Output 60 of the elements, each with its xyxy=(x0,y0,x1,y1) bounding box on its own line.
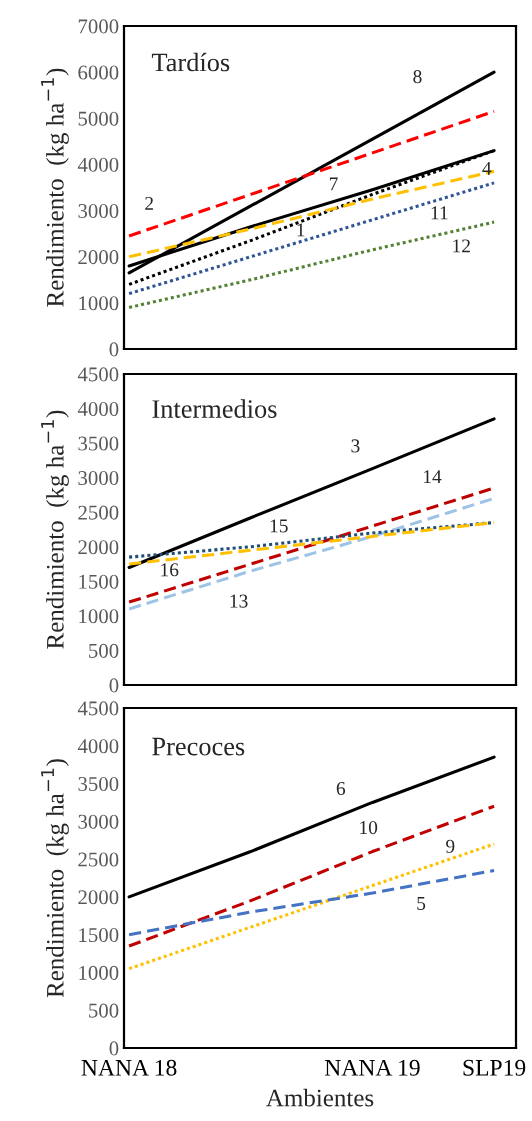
series-label: 13 xyxy=(230,594,248,608)
y-tick-label: 4000 xyxy=(77,401,119,416)
x-axis-title: Ambientes xyxy=(266,1088,374,1107)
y-axis-title: Rendimiento (kg ha$^{−1}$) xyxy=(41,759,69,998)
y-tick-label: 500 xyxy=(89,643,119,658)
line-series xyxy=(127,755,496,899)
y-tick-label: 7000 xyxy=(78,19,119,34)
line-series xyxy=(127,220,496,309)
y-tick-label: 2500 xyxy=(78,852,119,867)
y-tick-label: 3000 xyxy=(78,814,119,829)
y-tick-label: 0 xyxy=(109,1041,119,1056)
y-tick-label: 2000 xyxy=(78,540,119,555)
y-tick-label: 4000 xyxy=(77,157,119,172)
series-label: 10 xyxy=(360,821,378,835)
y-tick-label: 4500 xyxy=(77,701,119,716)
series-label: 4 xyxy=(482,161,492,175)
line-series xyxy=(127,868,496,937)
series-label: 6 xyxy=(336,782,346,796)
y-tick-label: 4000 xyxy=(77,739,119,754)
y-tick-label: 0 xyxy=(109,342,119,357)
series-label: 11 xyxy=(431,206,448,220)
y-tick-label: 2000 xyxy=(78,250,119,265)
line-series xyxy=(127,804,496,948)
series-label: 9 xyxy=(446,839,455,853)
text: Intermedios xyxy=(152,399,277,418)
y-axis-title: Rendimiento (kg ha$^{−1}$) xyxy=(41,68,69,307)
y-tick-label: 3500 xyxy=(78,436,119,451)
series-label: 5 xyxy=(417,896,426,910)
series-label: 16 xyxy=(161,563,179,577)
y-tick-label: 6000 xyxy=(78,65,119,80)
series-label: 12 xyxy=(453,239,470,253)
y-tick-label: 1000 xyxy=(79,965,119,980)
line-series xyxy=(127,70,496,275)
series-label: 2 xyxy=(145,196,153,210)
y-tick-label: 2500 xyxy=(78,505,119,520)
x-tick-label: NANA 18 xyxy=(81,1059,177,1076)
series-label: 1 xyxy=(297,223,305,237)
y-tick-label: 3000 xyxy=(78,471,119,486)
y-tick-label: 1500 xyxy=(79,928,119,943)
text: Precoces xyxy=(152,737,245,756)
series-label: 14 xyxy=(424,470,442,484)
y-tick-label: 3500 xyxy=(78,776,119,791)
y-tick-label: 5000 xyxy=(78,111,119,126)
x-tick-label: NANA 19 xyxy=(324,1059,420,1076)
series-label: 8 xyxy=(413,70,422,84)
text: Tardíos xyxy=(151,52,230,72)
y-tick-label: 500 xyxy=(89,1003,119,1018)
series-label: 15 xyxy=(270,519,288,533)
series-label: 7 xyxy=(329,177,338,191)
y-tick-label: 1000 xyxy=(79,609,119,624)
y-tick-label: 1000 xyxy=(79,296,119,311)
y-tick-label: 1500 xyxy=(79,574,119,589)
series-label: 3 xyxy=(351,439,360,453)
y-axis-title: Rendimiento (kg ha$^{−1}$) xyxy=(41,410,69,649)
x-tick-label: SLP19 xyxy=(463,1059,526,1076)
y-tick-label: 3000 xyxy=(78,203,119,218)
line-series xyxy=(127,109,496,238)
y-tick-label: 0 xyxy=(109,678,119,693)
y-tick-label: 2000 xyxy=(78,890,119,905)
y-tick-label: 4500 xyxy=(77,367,119,382)
